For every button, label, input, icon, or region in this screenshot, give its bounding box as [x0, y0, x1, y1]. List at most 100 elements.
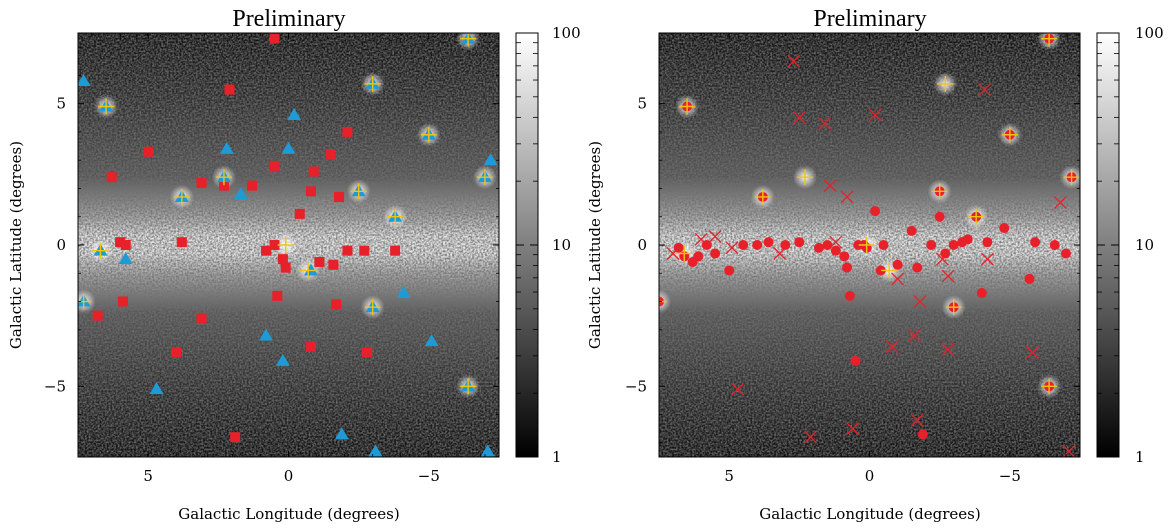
cross-marker	[725, 241, 739, 255]
plus-marker	[858, 237, 875, 253]
x-tick-label: 5	[143, 467, 153, 485]
square-marker	[247, 180, 258, 191]
circle-marker	[780, 240, 791, 250]
colorbar-label-10: 10	[552, 236, 571, 254]
square-marker	[269, 160, 280, 171]
plus-marker	[881, 262, 898, 279]
square-marker	[305, 186, 316, 197]
circle-marker	[724, 265, 735, 276]
circle-marker	[844, 290, 855, 301]
square-marker	[269, 240, 280, 250]
square-marker	[176, 237, 187, 248]
axes: 5 0 −5 5 0 −5	[44, 33, 499, 485]
plus-marker	[387, 208, 404, 225]
square-marker	[305, 341, 316, 352]
cross-marker	[978, 83, 992, 96]
cross-marker	[829, 235, 843, 249]
circle-marker	[875, 265, 886, 276]
chart-title: Preliminary	[813, 6, 926, 32]
triangle-marker	[219, 141, 234, 154]
triangle-marker	[483, 153, 498, 166]
square-marker	[143, 146, 154, 157]
square-marker	[196, 177, 207, 188]
square-marker	[224, 84, 235, 95]
circle-marker	[794, 237, 805, 248]
y-axis-label: Galactic Latitude (degrees)	[7, 141, 25, 349]
square-marker	[390, 245, 401, 256]
square-marker	[308, 166, 319, 177]
triangle-marker	[480, 444, 495, 457]
square-marker	[115, 237, 126, 248]
square-marker	[92, 310, 103, 321]
circle-marker	[822, 240, 833, 250]
circle-marker	[999, 223, 1010, 234]
triangle-marker	[118, 252, 133, 265]
plus-marker	[215, 169, 232, 186]
y-tick-label: 5	[56, 95, 66, 113]
square-marker	[269, 33, 280, 44]
cross-marker	[840, 190, 854, 204]
plus-marker	[460, 378, 477, 395]
circle-marker	[710, 248, 721, 259]
plus-marker	[364, 75, 381, 92]
colorbar-label-1: 1	[552, 448, 562, 466]
plus-marker	[476, 169, 493, 186]
cross-marker	[818, 116, 832, 130]
square-marker	[342, 126, 353, 137]
cross-marker	[941, 343, 955, 357]
square-marker	[120, 240, 131, 250]
cross-marker	[1053, 196, 1067, 210]
triangle-marker	[149, 382, 164, 395]
circle-marker	[738, 240, 749, 250]
square-marker	[334, 191, 345, 202]
circle-marker	[1049, 240, 1060, 250]
cross-marker	[666, 247, 680, 260]
triangle-marker	[78, 74, 91, 87]
x-tick-label: 5	[724, 467, 734, 485]
circle-marker	[839, 251, 850, 262]
plus-marker	[1041, 378, 1058, 395]
cross-marker	[823, 179, 837, 193]
triangle-marker	[334, 427, 349, 440]
cross-marker	[907, 328, 921, 342]
plus-marker	[937, 75, 954, 92]
circle-marker	[870, 206, 881, 217]
circle-marker	[1060, 248, 1071, 259]
square-marker	[171, 347, 182, 358]
plus-marker	[679, 98, 696, 115]
plus-marker	[754, 188, 771, 205]
circle-marker	[948, 240, 959, 250]
triangle-marker	[368, 444, 383, 457]
circle-marker	[892, 259, 903, 270]
triangle-marker	[396, 286, 411, 299]
colorbar: 100 10 1	[515, 24, 581, 466]
triangle-marker	[424, 334, 439, 347]
circle-marker	[926, 240, 937, 250]
circle-marker	[842, 262, 853, 273]
circle-marker	[1024, 273, 1035, 284]
x-tick-label: −5	[418, 467, 440, 485]
circle-marker	[1030, 237, 1041, 248]
cross-marker	[868, 108, 882, 122]
square-marker	[294, 208, 305, 219]
circle-marker	[878, 240, 889, 250]
plus-marker	[1063, 169, 1080, 186]
cross-marker	[694, 232, 708, 246]
cross-marker	[941, 269, 955, 283]
square-marker	[117, 296, 128, 307]
colorbar-label-10: 10	[1135, 236, 1154, 254]
cross-marker	[936, 252, 949, 266]
circle-marker	[912, 262, 923, 273]
x-axis-label: Galactic Longitude (degrees)	[178, 505, 399, 523]
y-tick-label: 5	[637, 95, 647, 113]
cross-marker	[885, 340, 899, 354]
triangle-marker	[281, 141, 296, 154]
cross-marker	[913, 295, 927, 308]
cross-marker	[846, 422, 860, 436]
triangle-marker	[287, 107, 302, 120]
square-marker	[277, 254, 288, 265]
plus-marker	[659, 293, 667, 310]
circle-marker	[940, 248, 951, 259]
y-tick-label: 0	[637, 236, 647, 254]
cross-marker	[980, 252, 994, 266]
